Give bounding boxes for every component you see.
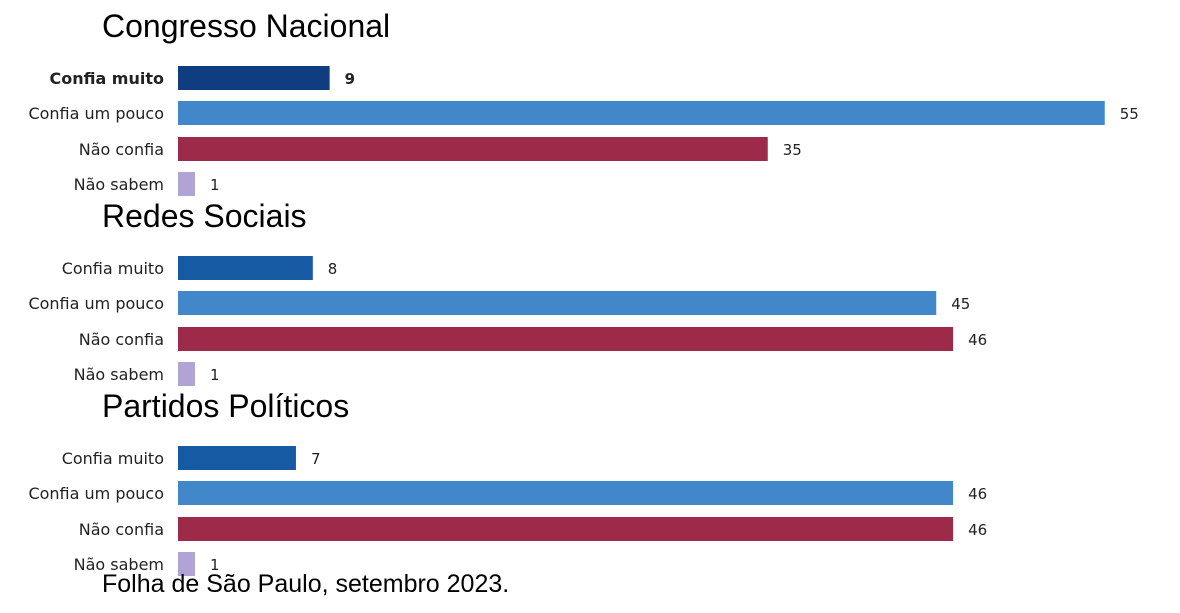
category-label: Confia muito [62, 449, 164, 468]
value-label: 1 [210, 176, 220, 194]
value-label: 1 [210, 556, 220, 574]
category-label: Não confia [79, 330, 164, 349]
category-label: Confia muito [49, 69, 164, 88]
bar [178, 66, 330, 90]
value-label: 8 [328, 260, 338, 278]
category-label: Não sabem [74, 555, 164, 574]
category-label: Não sabem [74, 175, 164, 194]
bar [178, 101, 1105, 125]
bar [178, 291, 937, 315]
bar [178, 481, 954, 505]
bar [178, 256, 313, 280]
bar [178, 446, 296, 470]
bar [178, 172, 195, 196]
category-label: Confia muito [62, 259, 164, 278]
value-label: 35 [783, 141, 802, 159]
bar [178, 327, 954, 351]
value-label: 46 [968, 521, 987, 539]
bar [178, 552, 195, 576]
bar [178, 362, 195, 386]
category-label: Confia um pouco [28, 484, 164, 503]
bar-panel-3: Partidos Políticos Confia muito 7 Confia um… [28, 388, 987, 576]
value-label: 7 [311, 450, 321, 468]
value-label: 55 [1120, 105, 1139, 123]
category-label: Não confia [79, 520, 164, 539]
value-label: 45 [951, 295, 970, 313]
source-note: Folha de São Paulo, setembro 2023. [102, 570, 510, 598]
panel-title: Congresso Nacional [102, 8, 390, 44]
value-label: 9 [345, 70, 355, 88]
panel-title: Partidos Políticos [102, 388, 349, 424]
category-label: Confia um pouco [28, 294, 164, 313]
panel-title: Redes Sociais [102, 198, 307, 234]
bar-panel-2: Redes Sociais Confia muito 8 Confia um pouc… [28, 198, 987, 386]
bar [178, 137, 768, 161]
value-label: 46 [968, 331, 987, 349]
bar-panel-1: Congresso Nacional Confia muito 9 Confia um… [28, 8, 1139, 196]
value-label: 46 [968, 485, 987, 503]
category-label: Confia um pouco [28, 104, 164, 123]
category-label: Não sabem [74, 365, 164, 384]
category-label: Não confia [79, 140, 164, 159]
bar [178, 517, 954, 541]
value-label: 1 [210, 366, 220, 384]
